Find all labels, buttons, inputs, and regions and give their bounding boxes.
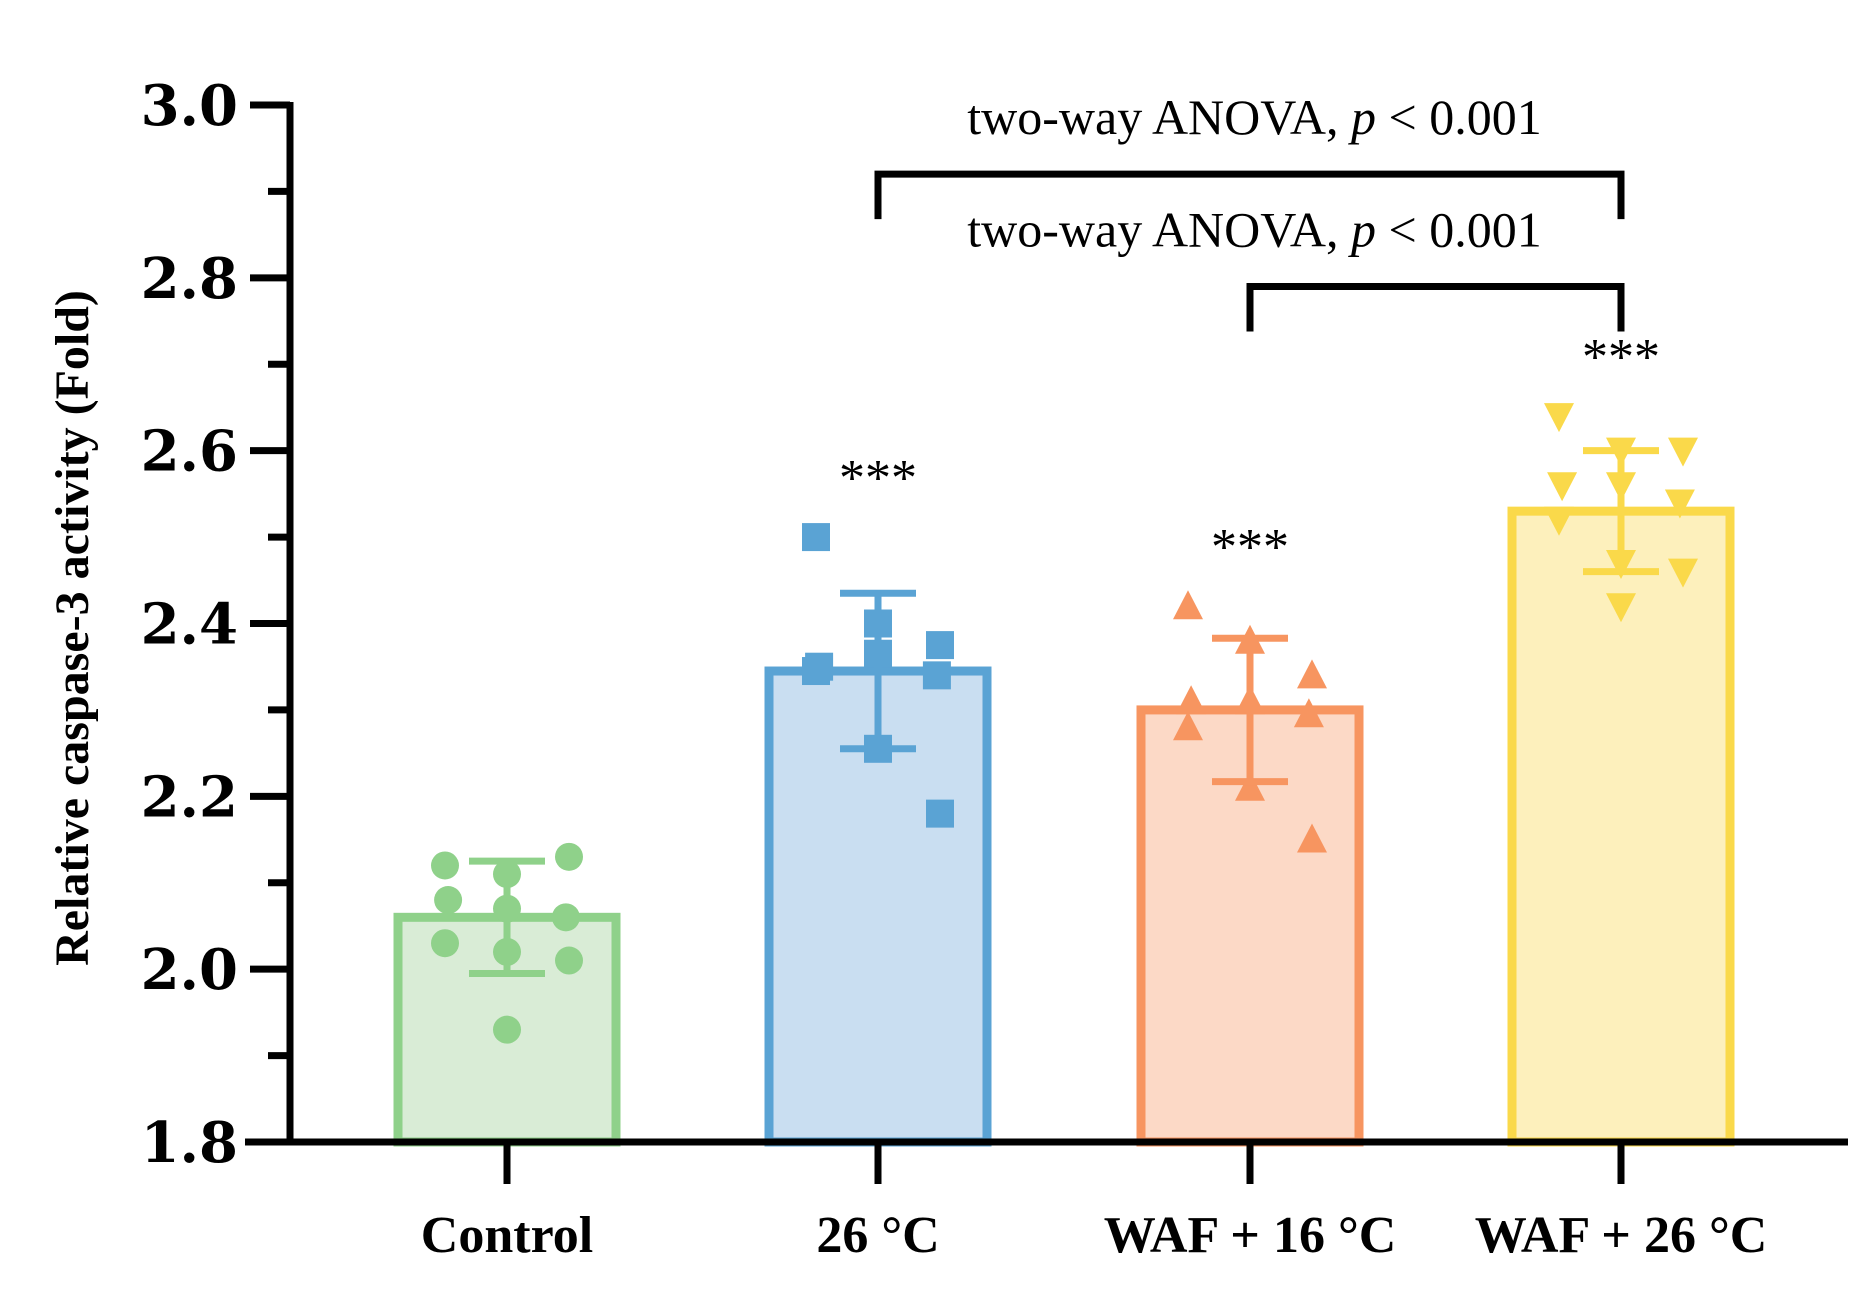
x-tick-label: 26 °C: [816, 1207, 939, 1264]
data-point-2-7: [1235, 771, 1265, 801]
y-tick-label: 2.0: [141, 937, 238, 1003]
x-tick-label: WAF + 26 °C: [1475, 1207, 1768, 1264]
data-point-1-5: [922, 661, 951, 690]
data-point-2-0: [1173, 590, 1203, 620]
comparison-label-text: two-way ANOVA,: [967, 89, 1351, 145]
data-point-1-6: [802, 657, 830, 686]
comparison-bracket-1: [1246, 282, 1625, 332]
significance-stars: ***: [839, 450, 917, 507]
data-point-0-8: [555, 946, 583, 975]
data-point-3-8: [1668, 558, 1698, 588]
bar-3: [1507, 506, 1735, 1147]
data-point-3-2: [1668, 437, 1698, 467]
data-point-1-2: [926, 631, 954, 660]
data-point-2-3: [1176, 685, 1207, 715]
comparison-label-p: p: [1348, 89, 1376, 145]
data-point-0-0: [431, 851, 459, 880]
data-point-1-8: [926, 799, 954, 828]
data-point-3-6: [1544, 506, 1574, 536]
comparison-label-1: two-way ANOVA, p < 0.001: [967, 201, 1542, 257]
y-tick-label: 2.8: [141, 246, 238, 312]
significance-stars: ***: [1211, 519, 1289, 576]
data-point-2-5: [1293, 698, 1324, 728]
data-point-3-5: [1664, 489, 1695, 519]
comparison-bracket-0: [874, 170, 1625, 220]
comparison-label-value: < 0.001: [1376, 89, 1542, 145]
y-tick-label: 3.0: [141, 73, 238, 139]
comparison-label-text: two-way ANOVA,: [967, 201, 1351, 257]
data-point-2-6: [1173, 711, 1203, 741]
data-point-0-9: [493, 1015, 521, 1044]
y-tick-label: 2.4: [141, 592, 238, 658]
data-point-1-0: [802, 523, 830, 552]
data-point-0-3: [434, 886, 463, 915]
data-point-3-3: [1547, 472, 1578, 502]
x-tick-label: Control: [421, 1207, 593, 1264]
significance-stars: ***: [1582, 329, 1660, 386]
plot-area: 1.8 2.0 2.2 2.4 2.6 2.8 3.0 Control 26 °C WAF + 1…: [46, 73, 1848, 1264]
data-point-2-8: [1297, 823, 1327, 853]
data-point-0-2: [555, 842, 583, 871]
y-tick-label: 2.2: [141, 764, 238, 830]
y-tick-label: 1.8: [141, 1110, 238, 1176]
data-point-0-5: [551, 903, 580, 932]
data-point-0-6: [431, 929, 459, 958]
data-point-3-9: [1606, 593, 1636, 623]
x-tick-label: WAF + 16 °C: [1104, 1207, 1397, 1264]
y-axis-title: Relative caspase-3 activity (Fold): [46, 290, 99, 966]
comparison-label-value: < 0.001: [1376, 201, 1542, 257]
data-point-2-2: [1297, 659, 1327, 689]
comparison-label-p: p: [1348, 201, 1376, 257]
comparison-label-0: two-way ANOVA, p < 0.001: [967, 89, 1542, 145]
y-tick-label: 2.6: [141, 419, 238, 485]
data-point-3-0: [1544, 403, 1574, 433]
